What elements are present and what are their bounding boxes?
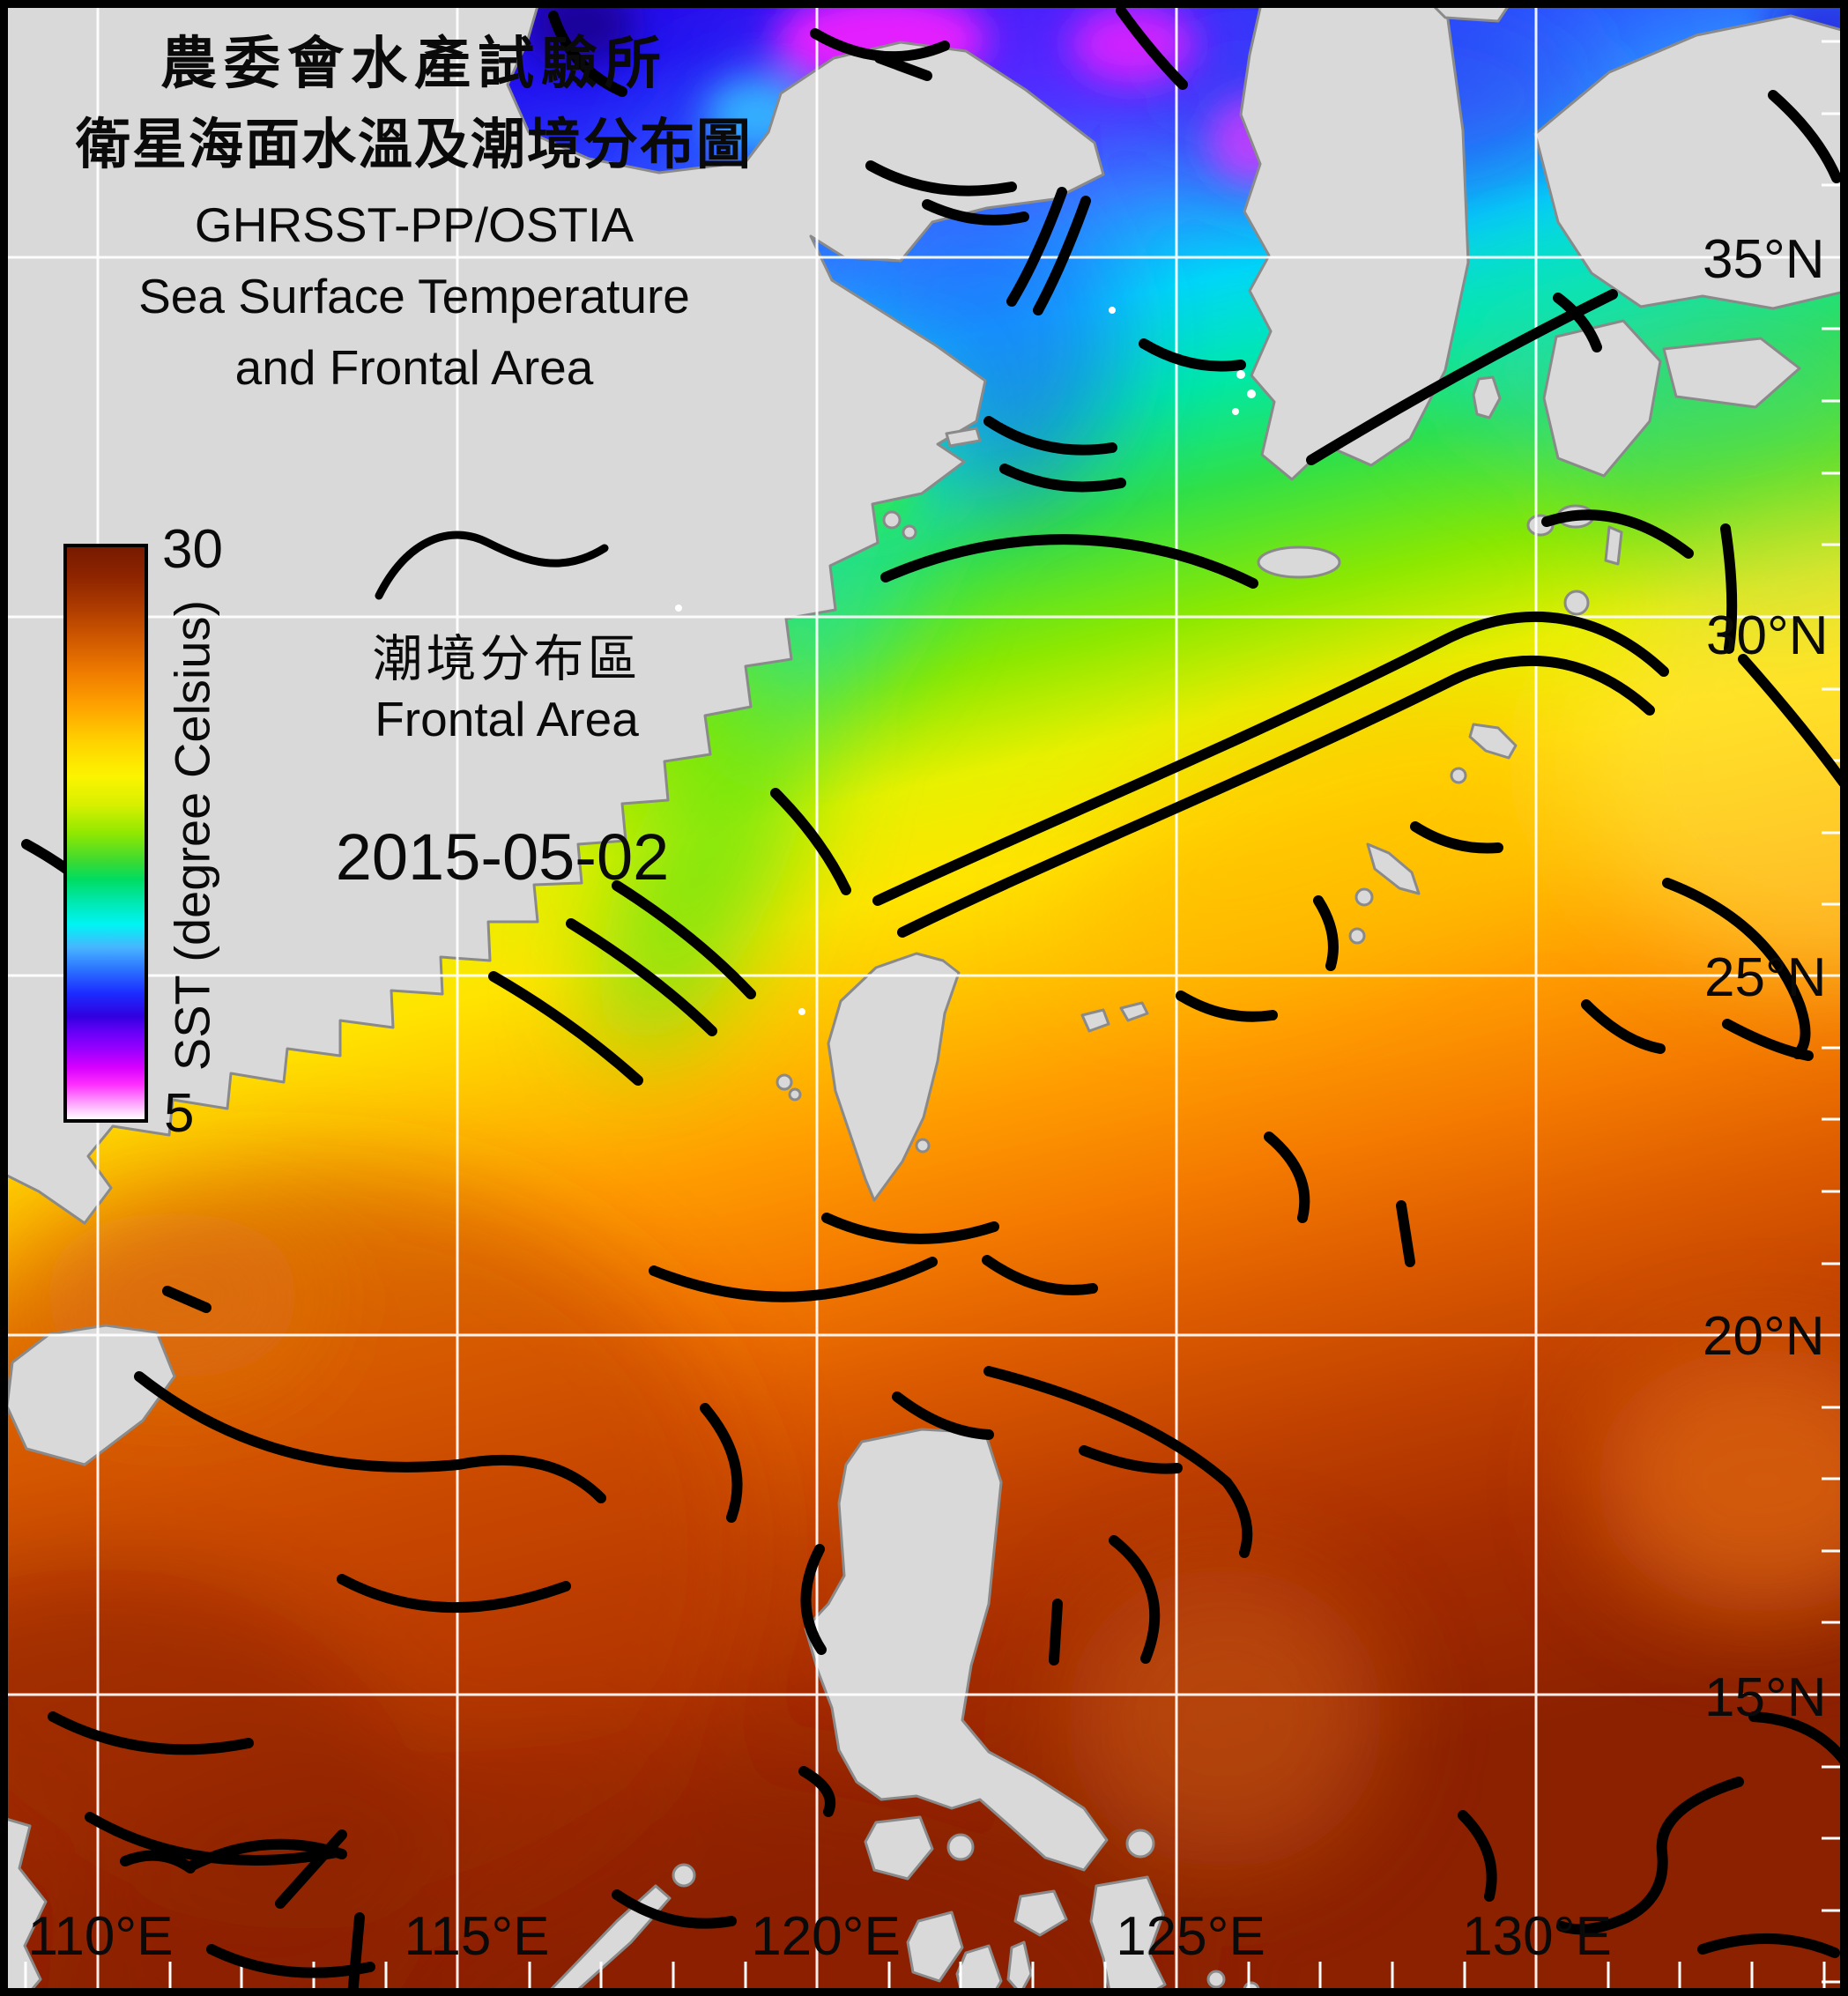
land-amami-south <box>1563 590 1590 616</box>
land-penghu-a <box>776 1073 793 1091</box>
land-islet-a <box>1206 1970 1226 1989</box>
land-kume <box>1450 767 1467 784</box>
land-amami <box>1604 525 1623 566</box>
product-name: GHRSST-PP/OSTIA <box>194 197 635 252</box>
lon-label-130e: 130°E <box>1462 1906 1612 1967</box>
frontal-lines-layer <box>21 5 1848 1996</box>
land-kerama-chain <box>1366 842 1421 895</box>
land-yaeyama-b <box>1119 1001 1149 1022</box>
land-masbate <box>1013 1889 1068 1937</box>
sst-colorbar <box>63 544 148 1123</box>
land-catanduanes <box>1125 1829 1155 1859</box>
product-desc-2: and Frontal Area <box>234 340 594 395</box>
land-shikoku <box>1662 337 1801 409</box>
land-yaeyama-a <box>1080 1008 1110 1033</box>
land-zhoushan-b <box>902 524 917 540</box>
colorbar-axis-label: SST (degree Celsius) <box>164 599 220 1072</box>
grid-minor-ticks-bottom <box>24 1962 1826 1988</box>
colorbar-max-label: 30 <box>162 519 223 580</box>
lat-label-20n: 20°N <box>1703 1306 1825 1367</box>
land-chongming <box>945 427 982 448</box>
land-korea <box>1239 0 1470 481</box>
grid-minor-ticks-right <box>1822 40 1848 1984</box>
map-title: 衛星海面水溫及潮境分布圖 <box>75 115 753 175</box>
land-busuanga <box>672 1863 696 1888</box>
lat-label-30n: 30°N <box>1706 605 1829 666</box>
land-hainan <box>5 1324 176 1466</box>
land-penghu-b <box>788 1087 802 1102</box>
land-honshu <box>1533 14 1848 310</box>
land-kyushu <box>1542 319 1662 478</box>
land-china <box>0 0 1105 1225</box>
land-vietnam <box>0 1815 48 1996</box>
lon-label-110e: 110°E <box>28 1906 174 1967</box>
cloud-dots <box>675 307 1256 1015</box>
land-miyako-b <box>1348 927 1366 945</box>
title-block: 農委會水產試驗所 衛星海面水溫及潮境分布圖 GHRSST-PP/OSTIA Se… <box>26 35 802 392</box>
land-taiwan <box>827 952 961 1202</box>
land-mindoro <box>864 1815 934 1881</box>
lon-label-115e: 115°E <box>404 1906 550 1967</box>
lat-label-35n: 35°N <box>1703 229 1825 290</box>
land-cebu <box>1006 1940 1033 1995</box>
land-jeju <box>1257 545 1341 579</box>
product-desc-1: Sea Surface Temperature <box>138 269 690 323</box>
graticule-labels: 35°N 30°N 25°N 20°N 15°N 110°E 115°E 120… <box>28 229 1829 1967</box>
land-okinawa <box>1468 723 1518 760</box>
land-green-island <box>915 1138 931 1154</box>
land-zhoushan-a <box>882 510 902 530</box>
frontal-line-icon <box>370 522 626 614</box>
land-negros <box>955 1944 1003 1996</box>
legend-label-en: Frontal Area <box>375 692 639 746</box>
land-palawan <box>543 1884 672 1996</box>
lat-label-25n: 25°N <box>1704 947 1827 1008</box>
lon-label-120e: 120°E <box>751 1906 901 1967</box>
land-marinduque <box>946 1833 975 1861</box>
land-miyako-a <box>1354 887 1374 907</box>
land-tsushima <box>1472 375 1502 419</box>
legend-label-zh: 潮境分布區 <box>372 631 642 687</box>
colorbar-min-label: 5 <box>164 1083 195 1144</box>
date-label: 2015-05-02 <box>335 820 670 894</box>
land-panay <box>906 1911 964 1983</box>
org-title: 農委會水產試驗所 <box>160 32 668 95</box>
lat-label-15n: 15°N <box>1704 1667 1827 1728</box>
lon-label-125e: 125°E <box>1116 1906 1265 1967</box>
